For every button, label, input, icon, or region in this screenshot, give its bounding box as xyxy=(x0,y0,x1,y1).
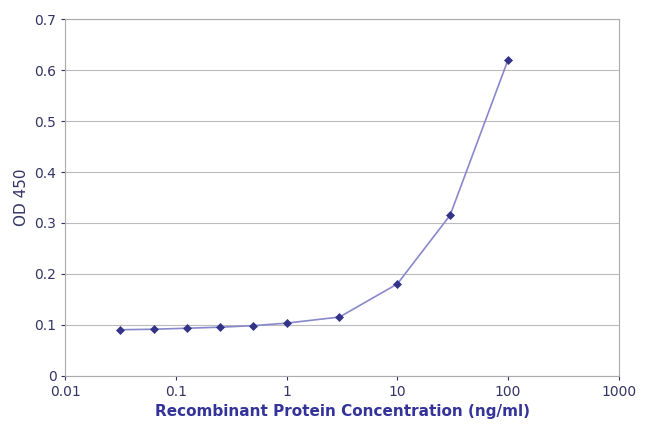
Y-axis label: OD 450: OD 450 xyxy=(14,169,29,226)
X-axis label: Recombinant Protein Concentration (ng/ml): Recombinant Protein Concentration (ng/ml… xyxy=(155,404,530,419)
